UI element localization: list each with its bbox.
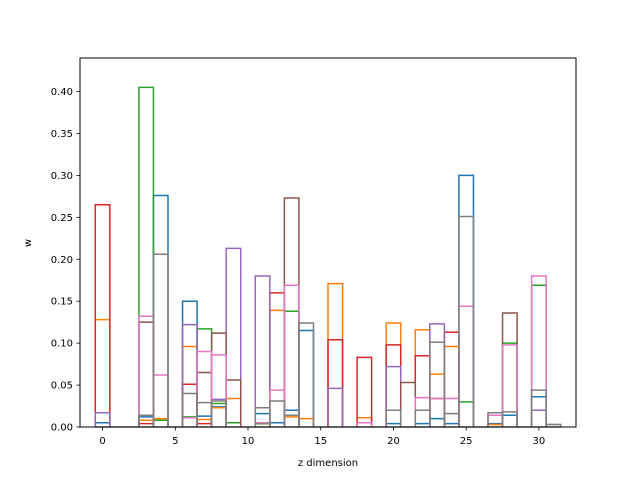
bar: [254, 275, 271, 427]
bar: [501, 344, 518, 427]
x-tick-label: 30: [533, 436, 546, 447]
bar: [327, 387, 344, 427]
bar: [501, 411, 518, 427]
y-axis-ticks: 0.00 0.05 0.10 0.15 0.20 0.25 0.30 0.35 0.40: [51, 87, 80, 434]
y-tick-label: 0.05: [51, 381, 73, 392]
bar: [530, 275, 547, 427]
bar: [545, 423, 562, 427]
x-axis-ticks: 0 5 10 15 20 25 30: [99, 427, 545, 447]
bars-layer: [94, 86, 562, 428]
series-7: [138, 215, 562, 427]
x-tick-label: 20: [387, 436, 400, 447]
bar: [356, 356, 373, 427]
bar: [152, 253, 169, 427]
y-axis-label: w: [23, 239, 34, 247]
y-tick-label: 0.00: [51, 423, 73, 434]
x-tick-label: 25: [460, 436, 473, 447]
x-tick-label: 10: [242, 436, 255, 447]
y-tick-label: 0.10: [51, 339, 73, 350]
y-tick-label: 0.40: [51, 87, 73, 98]
y-tick-label: 0.20: [51, 255, 73, 266]
x-axis-label: z dimension: [298, 458, 358, 469]
x-tick-label: 5: [172, 436, 178, 447]
bar: [94, 204, 111, 427]
bar: [298, 322, 315, 427]
bar: [94, 411, 111, 427]
bar: [458, 215, 475, 427]
bar: [530, 389, 547, 427]
bar: [210, 400, 227, 427]
bar: [429, 341, 446, 427]
bar: [210, 354, 227, 427]
bar: [327, 339, 344, 427]
y-tick-label: 0.25: [51, 213, 73, 224]
y-tick-label: 0.30: [51, 171, 73, 182]
plot-frame: [79, 57, 577, 428]
x-tick-label: 0: [99, 436, 105, 447]
y-tick-label: 0.15: [51, 297, 73, 308]
bar: [385, 409, 402, 427]
y-tick-label: 0.35: [51, 129, 73, 140]
bar: [356, 422, 373, 427]
x-tick-label: 15: [314, 436, 327, 447]
bar: [269, 400, 286, 427]
